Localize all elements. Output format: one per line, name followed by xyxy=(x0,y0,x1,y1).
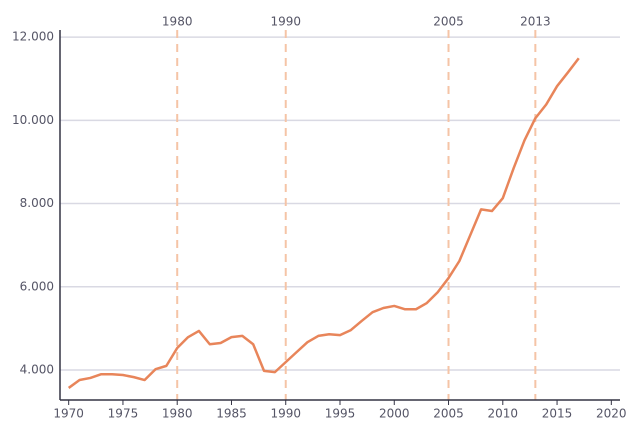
reference-label: 2013 xyxy=(520,15,551,29)
x-tick-label: 1975 xyxy=(108,407,139,421)
x-tick-label: 2000 xyxy=(379,407,410,421)
y-tick-label: 12.000 xyxy=(12,30,54,44)
y-tick-label: 8.000 xyxy=(20,196,54,210)
x-tick-label: 2005 xyxy=(433,407,464,421)
x-tick-label: 2015 xyxy=(542,407,573,421)
reference-label: 1990 xyxy=(270,15,301,29)
data-line xyxy=(67,57,580,389)
x-tick-label: 1970 xyxy=(53,407,84,421)
y-tick-label: 10.000 xyxy=(12,113,54,127)
x-tick-label: 1980 xyxy=(162,407,193,421)
x-tick-label: 1995 xyxy=(325,407,356,421)
reference-label: 2005 xyxy=(433,15,464,29)
x-tick-label: 2010 xyxy=(488,407,519,421)
x-tick-label: 2020 xyxy=(596,407,626,421)
x-tick-label: 1985 xyxy=(216,407,247,421)
x-tick-label: 1990 xyxy=(270,407,301,421)
y-tick-label: 4.000 xyxy=(20,363,54,377)
reference-label: 1980 xyxy=(162,15,193,29)
y-tick-label: 6.000 xyxy=(20,279,54,293)
